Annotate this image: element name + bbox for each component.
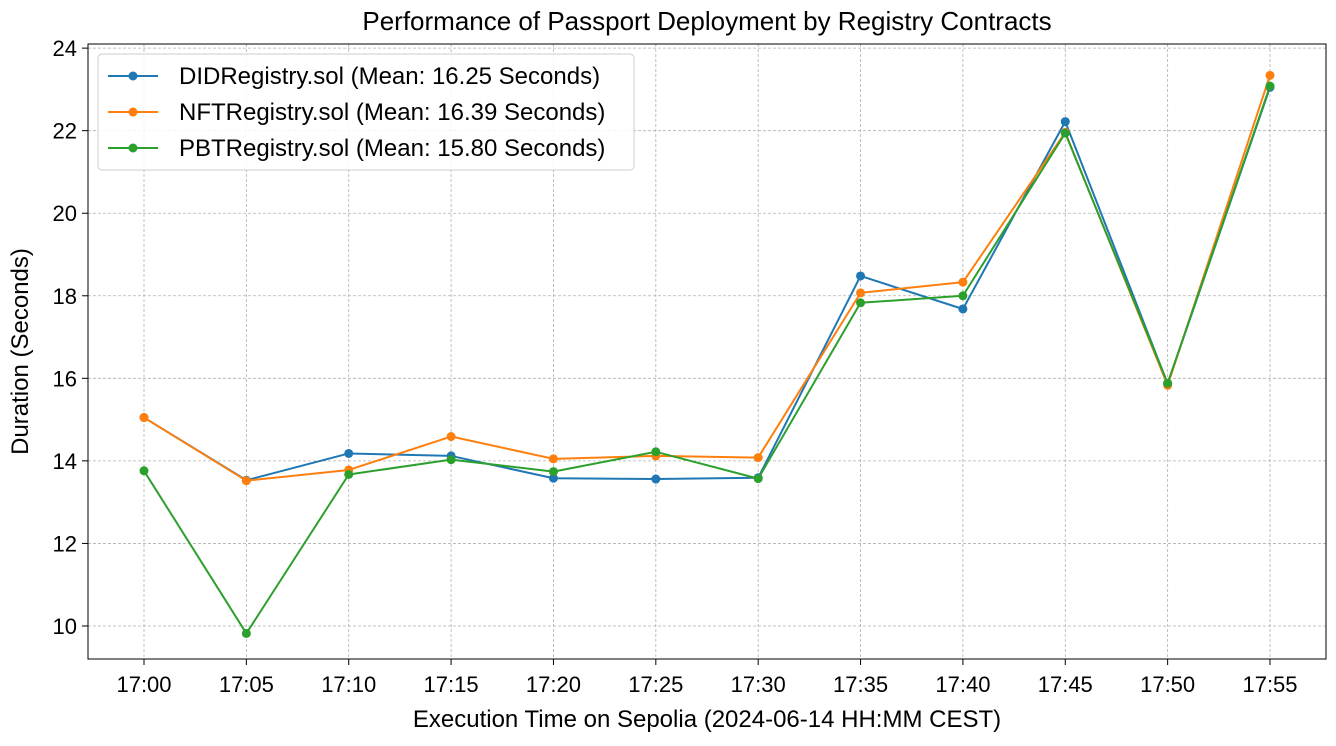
- legend-label: NFTRegistry.sol (Mean: 16.39 Seconds): [179, 99, 605, 126]
- data-point: [856, 271, 866, 281]
- legend-label: DIDRegistry.sol (Mean: 16.25 Seconds): [179, 63, 600, 90]
- data-point: [548, 467, 558, 477]
- y-tick-label: 22: [53, 119, 77, 144]
- x-axis-ticks: 17:00 17:05 17:10 17:15 17:20 17:25 17:30 17:35…: [116, 659, 1298, 697]
- x-tick-label: 17:30: [731, 672, 786, 697]
- y-axis-label: Duration (Seconds): [7, 248, 34, 455]
- data-point: [958, 291, 968, 301]
- x-tick-label: 17:25: [628, 672, 683, 697]
- series-3: [139, 81, 1275, 638]
- grid: [88, 44, 1326, 659]
- y-tick-label: 16: [53, 366, 77, 391]
- data-point: [753, 474, 763, 484]
- legend-marker: [128, 71, 138, 81]
- data-point: [1060, 128, 1070, 138]
- y-tick-label: 18: [53, 284, 77, 309]
- x-tick-label: 17:35: [833, 672, 888, 697]
- data-point: [446, 432, 456, 442]
- data-point: [651, 447, 661, 457]
- data-point: [139, 466, 149, 476]
- x-tick-label: 17:05: [219, 672, 274, 697]
- x-tick-label: 17:15: [424, 672, 479, 697]
- x-tick-label: 17:40: [935, 672, 990, 697]
- y-tick-label: 20: [53, 201, 77, 226]
- x-tick-label: 17:20: [526, 672, 581, 697]
- y-tick-label: 14: [53, 449, 77, 474]
- data-point: [1265, 70, 1275, 80]
- plot-frame: [87, 43, 1327, 660]
- data-point: [958, 304, 968, 314]
- data-point: [753, 453, 763, 463]
- legend-label: PBTRegistry.sol (Mean: 15.80 Seconds): [179, 135, 605, 162]
- data-point: [958, 277, 968, 287]
- y-axis-ticks: 10 12 14 16 18 20 22 24: [53, 36, 88, 639]
- x-tick-label: 17:10: [321, 672, 376, 697]
- legend-item: NFTRegistry.sol (Mean: 16.39 Seconds): [108, 99, 605, 126]
- data-point: [548, 473, 558, 483]
- legend: DIDRegistry.sol (Mean: 16.25 Seconds) NFT…: [97, 53, 635, 171]
- data-point: [651, 474, 661, 484]
- x-tick-label: 17:00: [116, 672, 171, 697]
- x-tick-label: 17:55: [1242, 672, 1297, 697]
- x-axis-label: Execution Time on Sepolia (2024-06-14 HH…: [413, 706, 1001, 733]
- legend-box: [97, 53, 635, 171]
- legend-marker: [128, 107, 138, 117]
- data-point: [856, 298, 866, 308]
- data-point: [548, 454, 558, 464]
- data-point: [344, 448, 354, 458]
- y-tick-label: 10: [53, 614, 77, 639]
- legend-marker: [128, 143, 138, 153]
- data-point: [139, 413, 149, 423]
- legend-item: DIDRegistry.sol (Mean: 16.25 Seconds): [108, 63, 600, 90]
- data-point: [1163, 378, 1173, 388]
- data-point: [1060, 117, 1070, 127]
- series-line: [143, 85, 1271, 635]
- data-point: [856, 288, 866, 298]
- data-point: [241, 628, 251, 638]
- series-line: [143, 87, 1271, 482]
- data-point: [241, 476, 251, 486]
- x-tick-label: 17:50: [1140, 672, 1195, 697]
- series-group: [139, 70, 1275, 638]
- data-point: [344, 470, 354, 479]
- y-tick-label: 24: [53, 36, 77, 61]
- y-tick-label: 12: [53, 531, 77, 556]
- data-point: [1265, 81, 1275, 91]
- data-point: [446, 455, 456, 465]
- legend-item: PBTRegistry.sol (Mean: 15.80 Seconds): [108, 135, 605, 162]
- x-tick-label: 17:45: [1038, 672, 1093, 697]
- chart-title: Performance of Passport Deployment by Re…: [362, 6, 1051, 36]
